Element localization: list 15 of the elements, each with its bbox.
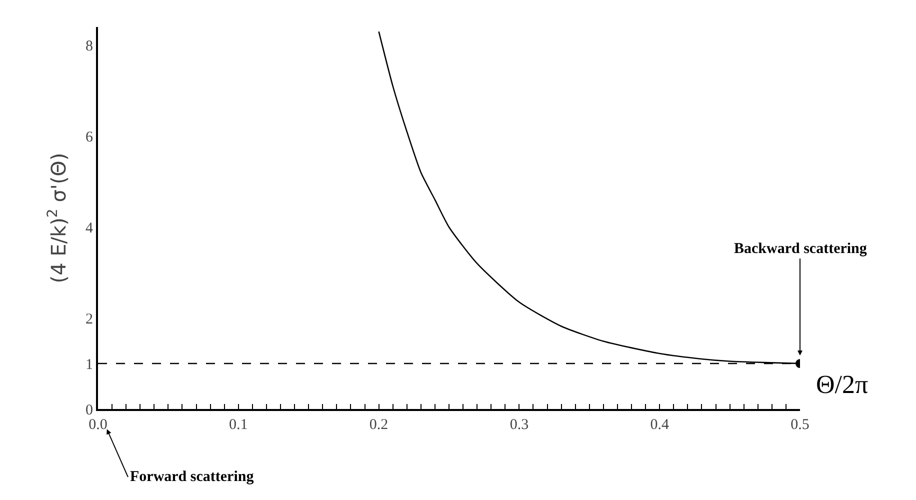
- y-tick-label: 8: [86, 38, 93, 54]
- x-tick-label: 0.2: [369, 417, 388, 433]
- x-tick-label: 0.3: [510, 417, 529, 433]
- y-tick-label: 6: [86, 129, 94, 146]
- x-tick-label: 0.0: [88, 417, 108, 433]
- x-tick-label: 0.1: [229, 417, 248, 433]
- annotation: Backward scattering: [734, 241, 868, 257]
- y-tick-label: 0: [86, 402, 93, 418]
- x-axis-title: Θ/2π: [816, 370, 868, 399]
- y-tick-label: 4: [86, 220, 94, 236]
- y-tick-label: 1: [86, 356, 93, 373]
- x-tick-label: 0.5: [790, 417, 810, 433]
- x-tick-label: 0.4: [650, 417, 670, 433]
- text: Forward scattering: [130, 469, 254, 485]
- y-tick-label: 2: [86, 311, 93, 328]
